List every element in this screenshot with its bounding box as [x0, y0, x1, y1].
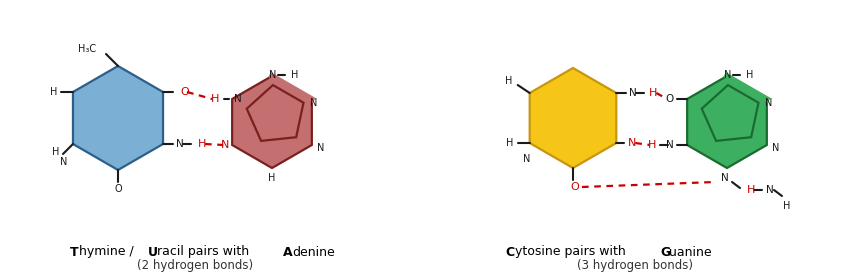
Text: hymine /: hymine / — [79, 246, 137, 259]
Text: N: N — [317, 143, 324, 153]
Polygon shape — [247, 85, 303, 141]
Text: H: H — [268, 173, 276, 183]
Text: N: N — [235, 94, 242, 104]
Text: N: N — [60, 157, 68, 167]
Text: N: N — [221, 140, 229, 150]
Text: denine: denine — [292, 246, 335, 259]
Text: N: N — [176, 139, 184, 149]
Text: N: N — [724, 70, 732, 80]
Text: N: N — [765, 98, 773, 108]
Text: N: N — [772, 143, 779, 153]
Text: H: H — [291, 70, 298, 80]
Text: U: U — [148, 246, 158, 259]
Text: H: H — [648, 140, 656, 150]
Polygon shape — [530, 68, 616, 168]
Text: H: H — [505, 76, 513, 86]
Text: H: H — [746, 70, 753, 80]
Polygon shape — [232, 76, 312, 168]
Text: (2 hydrogen bonds): (2 hydrogen bonds) — [137, 259, 253, 271]
Text: H: H — [506, 138, 514, 148]
Text: (3 hydrogen bonds): (3 hydrogen bonds) — [577, 259, 693, 271]
Text: H: H — [52, 147, 59, 157]
Text: N: N — [667, 140, 674, 150]
Text: H: H — [783, 201, 790, 211]
Polygon shape — [702, 85, 758, 141]
Text: G: G — [660, 246, 670, 259]
Text: uanine: uanine — [669, 246, 711, 259]
Text: O: O — [114, 184, 122, 194]
Text: ytosine pairs with: ytosine pairs with — [515, 246, 630, 259]
Text: H: H — [649, 88, 658, 98]
Text: A: A — [283, 246, 293, 259]
Text: N: N — [721, 173, 729, 183]
Text: O: O — [570, 182, 579, 192]
Text: N: N — [628, 138, 637, 148]
Text: N: N — [523, 154, 530, 164]
Text: T: T — [70, 246, 79, 259]
Text: H₃C: H₃C — [78, 44, 96, 54]
Text: H: H — [210, 94, 219, 104]
Text: H: H — [747, 185, 755, 195]
Polygon shape — [73, 66, 163, 170]
Text: racil pairs with: racil pairs with — [157, 246, 253, 259]
Text: C: C — [505, 246, 515, 259]
Text: H: H — [50, 87, 57, 97]
Text: N: N — [766, 185, 774, 195]
Text: N: N — [269, 70, 277, 80]
Text: N: N — [630, 88, 637, 98]
Text: H: H — [198, 139, 206, 149]
Text: O: O — [180, 87, 189, 97]
Text: O: O — [665, 94, 673, 104]
Polygon shape — [687, 76, 767, 168]
Text: N: N — [310, 98, 318, 108]
